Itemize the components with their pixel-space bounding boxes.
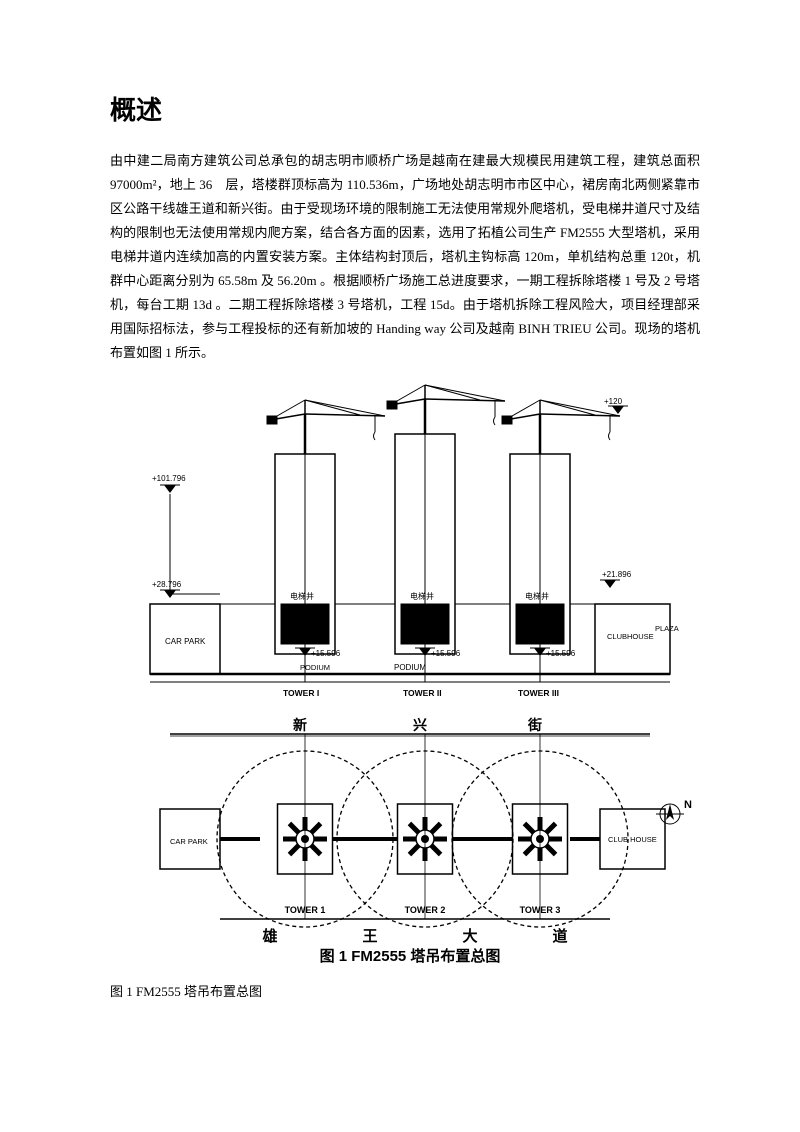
svg-text:TOWER III: TOWER III xyxy=(518,688,559,698)
overview-paragraph: 由中建二局南方建筑公司总承包的胡志明市顺桥广场是越南在建最大规模民用建筑工程，建… xyxy=(110,149,700,365)
svg-text:雄: 雄 xyxy=(261,927,277,945)
svg-text:CAR PARK: CAR PARK xyxy=(165,637,206,646)
svg-text:兴: 兴 xyxy=(413,717,427,733)
svg-text:CAR PARK: CAR PARK xyxy=(170,837,208,846)
svg-text:新: 新 xyxy=(293,717,307,733)
svg-text:道: 道 xyxy=(552,927,567,945)
svg-text:CLUBHOUSE: CLUBHOUSE xyxy=(607,632,654,641)
svg-text:+15.596: +15.596 xyxy=(546,649,576,658)
svg-text:+15.596: +15.596 xyxy=(431,649,461,658)
svg-text:电梯井: 电梯井 xyxy=(410,591,434,601)
svg-text:电梯井: 电梯井 xyxy=(290,591,314,601)
figure-caption-plain: 图 1 FM2555 塔吊布置总图 xyxy=(110,981,700,1000)
figure-1: CAR PARK +101.796 +28.796 CLUBHOUSEPLAZA +21… xyxy=(110,379,700,1000)
svg-text:N: N xyxy=(684,799,692,811)
svg-text:PLAZA: PLAZA xyxy=(655,624,679,633)
page-title: 概述 xyxy=(110,90,700,127)
svg-text:TOWER I: TOWER I xyxy=(283,688,319,698)
svg-text:+21.896: +21.896 xyxy=(602,570,632,579)
svg-text:TOWER II: TOWER II xyxy=(403,688,442,698)
svg-text:+120: +120 xyxy=(604,397,623,406)
svg-text:王: 王 xyxy=(362,928,377,945)
svg-text:CLUB HOUSE: CLUB HOUSE xyxy=(608,835,657,844)
svg-text:+101.796: +101.796 xyxy=(152,474,186,483)
svg-text:TOWER 3: TOWER 3 xyxy=(520,905,561,915)
svg-text:PODIUM: PODIUM xyxy=(300,663,330,672)
svg-text:TOWER 2: TOWER 2 xyxy=(405,905,446,915)
svg-text:TOWER 1: TOWER 1 xyxy=(285,905,326,915)
svg-text:图 1 FM2555 塔吊布置总图: 图 1 FM2555 塔吊布置总图 xyxy=(320,947,501,965)
crane-layout-svg: CAR PARK +101.796 +28.796 CLUBHOUSEPLAZA +21… xyxy=(110,379,700,969)
svg-text:电梯井: 电梯井 xyxy=(525,591,549,601)
svg-text:PODIUM: PODIUM xyxy=(394,663,426,672)
svg-text:街: 街 xyxy=(527,717,542,733)
svg-text:+28.796: +28.796 xyxy=(152,580,182,589)
svg-text:大: 大 xyxy=(462,927,477,945)
svg-text:+15.596: +15.596 xyxy=(311,649,341,658)
